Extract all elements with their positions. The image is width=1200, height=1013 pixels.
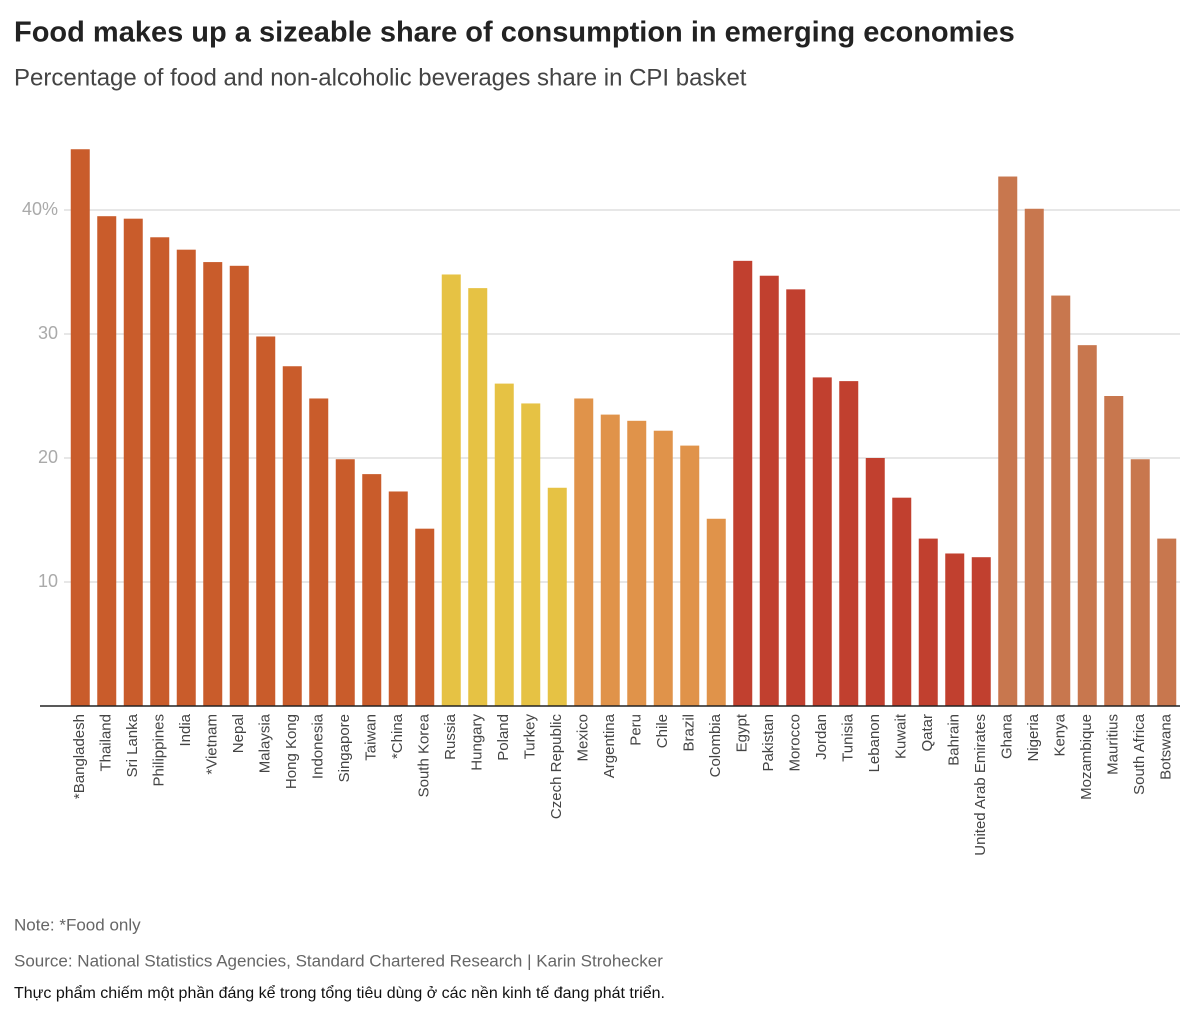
x-tick-label: Jordan [813, 714, 830, 760]
bar [97, 216, 117, 706]
x-tick-label: Chile [654, 714, 671, 748]
bar [1104, 396, 1124, 706]
bar [415, 528, 435, 706]
bar [494, 383, 514, 706]
bar [1077, 345, 1097, 706]
bar [627, 420, 647, 706]
x-tick-label: Hungary [469, 714, 486, 771]
x-tick-label: Mozambique [1078, 714, 1095, 800]
x-tick-label: *Vietnam [204, 714, 221, 775]
y-tick-label: 10 [38, 571, 58, 591]
bar [335, 459, 355, 706]
x-tick-label: Pakistan [760, 714, 777, 772]
bar [759, 275, 779, 706]
x-tick-label: Bahrain [946, 714, 963, 766]
bar [547, 487, 567, 706]
x-tick-label: India [177, 713, 194, 746]
x-tick-label: Turkey [522, 714, 539, 760]
bar [441, 274, 461, 706]
x-tick-label: Ghana [999, 713, 1016, 759]
note: Note: *Food only [14, 915, 141, 934]
x-tick-label: Malaysia [257, 713, 274, 773]
x-tick-label: Morocco [787, 714, 804, 772]
caption: Thực phẩm chiếm một phần đáng kể trong t… [14, 984, 665, 1002]
bar [786, 289, 806, 706]
x-tick-label: Czech Republic [548, 714, 565, 820]
bar [1051, 295, 1071, 706]
x-tick-label: Sri Lanka [124, 713, 141, 777]
bar [706, 518, 726, 706]
bar [865, 458, 885, 706]
bar [282, 366, 302, 706]
bar [680, 445, 700, 706]
bar [574, 398, 594, 706]
x-tick-label: Peru [628, 714, 645, 746]
bar [521, 403, 541, 706]
y-tick-label: 40% [22, 199, 58, 219]
x-tick-label: Egypt [734, 713, 751, 752]
x-tick-label: Lebanon [866, 714, 883, 772]
bar [1024, 208, 1044, 706]
bar [362, 474, 382, 706]
x-tick-label: Poland [495, 714, 512, 761]
x-tick-label: Botswana [1158, 713, 1175, 780]
bar [309, 398, 329, 706]
x-tick-label: Russia [442, 713, 459, 760]
bar [468, 288, 488, 706]
x-tick-label: *Bangladesh [71, 714, 88, 799]
x-tick-label: Colombia [707, 713, 724, 777]
source: Source: National Statistics Agencies, St… [14, 951, 663, 970]
bar [150, 237, 170, 706]
x-tick-label: Argentina [601, 713, 618, 778]
bar [892, 497, 912, 706]
bar [918, 538, 938, 706]
bar [70, 149, 90, 707]
x-tick-label: Tunisia [840, 713, 857, 761]
bar [998, 176, 1018, 706]
bar [733, 260, 753, 706]
x-tick-label: Thailand [98, 714, 115, 772]
bar [1157, 538, 1177, 706]
x-tick-label: Indonesia [310, 713, 327, 779]
x-tick-label: Nepal [230, 714, 247, 753]
x-tick-label: Qatar [919, 714, 936, 752]
bar [971, 557, 991, 706]
x-tick-label: *China [389, 713, 406, 759]
y-tick-label: 20 [38, 447, 58, 467]
x-tick-label: Brazil [681, 714, 698, 752]
bar [256, 336, 276, 706]
bar [229, 265, 249, 706]
chart-subtitle: Percentage of food and non-alcoholic bev… [14, 64, 747, 91]
x-tick-label: Philippines [151, 714, 168, 787]
bar [600, 414, 620, 706]
x-tick-label: Mauritius [1105, 714, 1122, 775]
bar [653, 430, 673, 706]
bar [203, 262, 223, 706]
x-tick-label: Singapore [336, 714, 353, 782]
x-tick-label: Nigeria [1025, 713, 1042, 761]
x-tick-label: South Korea [416, 713, 433, 797]
bar [1130, 459, 1150, 706]
bar [812, 377, 832, 706]
x-tick-label: South Africa [1131, 713, 1148, 795]
bar [176, 249, 196, 706]
bar [388, 491, 408, 706]
x-tick-label: Taiwan [363, 714, 380, 761]
chart-title: Food makes up a sizeable share of consum… [14, 17, 1015, 49]
bar [945, 553, 965, 706]
x-tick-label: Hong Kong [283, 714, 300, 789]
x-tick-label: Mexico [575, 714, 592, 762]
x-tick-label: United Arab Emirates [972, 714, 989, 856]
bar [839, 381, 859, 706]
bar [123, 218, 143, 706]
x-tick-label: Kuwait [893, 713, 910, 759]
y-tick-label: 30 [38, 323, 58, 343]
x-tick-label: Kenya [1052, 713, 1069, 756]
